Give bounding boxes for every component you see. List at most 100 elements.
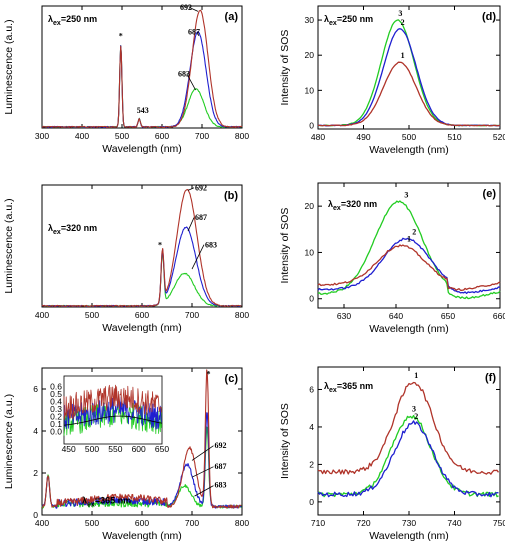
x-tick-label-c: 500 bbox=[85, 518, 99, 528]
y-tick-label-c: 2 bbox=[33, 468, 38, 478]
annotation-543-a: 543 bbox=[137, 106, 149, 115]
curve-label-e-3: 3 bbox=[404, 191, 408, 200]
y-axis-label-c: Luminescence (a.u.) bbox=[3, 394, 15, 489]
x-tick-label-c: 800 bbox=[235, 518, 249, 528]
excitation-label-c: λex=365 nm bbox=[82, 495, 131, 508]
plot-frame-a bbox=[41, 5, 243, 129]
inset-y-tick-label: 0.3 bbox=[50, 404, 62, 414]
curve-label-d-3: 3 bbox=[398, 9, 402, 18]
panel-tag-c: (c) bbox=[225, 373, 239, 385]
y-tick-label-e: 10 bbox=[305, 247, 315, 257]
excitation-label-d: λex=250 nm bbox=[324, 14, 373, 27]
x-tick-label-d: 490 bbox=[356, 132, 370, 142]
y-axis-label-a: Luminescence (a.u.) bbox=[3, 19, 15, 114]
annotation-arrow-687-b bbox=[187, 217, 195, 232]
x-tick-label-b: 400 bbox=[35, 310, 49, 320]
curve-label-e-1: 1 bbox=[407, 235, 411, 244]
x-tick-label-d: 480 bbox=[311, 132, 325, 142]
annotation-arrow-683-a bbox=[186, 73, 196, 91]
annotation-star-b: * bbox=[158, 240, 162, 249]
panel-tag-f: (f) bbox=[485, 372, 496, 384]
x-tick-label-b: 800 bbox=[235, 310, 249, 320]
x-tick-label-e: 650 bbox=[441, 311, 455, 321]
x-tick-label-f: 710 bbox=[311, 518, 325, 528]
annotation-687-c: 687 bbox=[215, 462, 227, 471]
x-tick-label-e: 660 bbox=[493, 311, 505, 321]
y-tick-label-f: 6 bbox=[309, 384, 314, 394]
spectrum-line-a-692 bbox=[42, 9, 243, 129]
x-axis-label-e: Wavelength (nm) bbox=[369, 323, 449, 335]
inset-y-tick-label: 0.5 bbox=[50, 389, 62, 399]
spectrum-line-b-683 bbox=[41, 250, 242, 308]
annotation-arrow-683-c bbox=[194, 485, 214, 497]
inset-y-tick-label: 0.0 bbox=[50, 427, 62, 437]
x-tick-label-b: 700 bbox=[185, 310, 199, 320]
inset-x-tick-label: 450 bbox=[62, 444, 76, 454]
y-tick-label-d: 30 bbox=[305, 15, 315, 25]
annotation-arrow-692-a bbox=[189, 6, 199, 12]
excitation-label-b: λex=320 nm bbox=[48, 223, 97, 236]
x-tick-label-a: 500 bbox=[115, 131, 129, 141]
x-tick-label-a: 400 bbox=[75, 131, 89, 141]
panel-tag-a: (a) bbox=[225, 11, 239, 23]
annotation-687-a: 687 bbox=[188, 27, 200, 36]
annotation-692-a: 692 bbox=[180, 3, 192, 12]
x-tick-label-c: 600 bbox=[135, 518, 149, 528]
x-axis-label-b: Wavelength (nm) bbox=[102, 322, 182, 334]
y-tick-label-f: 0 bbox=[309, 497, 314, 507]
annotation-692-b: 692 bbox=[195, 183, 207, 192]
sos-line-f-1 bbox=[317, 381, 500, 475]
y-tick-label-d: 10 bbox=[305, 85, 315, 95]
x-tick-label-f: 720 bbox=[356, 518, 370, 528]
annotation-683-c: 683 bbox=[215, 481, 227, 490]
x-tick-label-b: 600 bbox=[135, 310, 149, 320]
excitation-label-f: λex=365 nm bbox=[324, 381, 373, 394]
y-tick-label-f: 2 bbox=[309, 459, 314, 469]
inset-y-tick-label: 0.4 bbox=[50, 396, 62, 406]
x-tick-label-d: 510 bbox=[447, 132, 461, 142]
panel-tag-e: (e) bbox=[483, 188, 497, 200]
x-tick-label-f: 750 bbox=[493, 518, 505, 528]
curve-label-f-1: 1 bbox=[414, 371, 418, 380]
curve-label-d-1: 1 bbox=[401, 51, 405, 60]
panel-tag-b: (b) bbox=[224, 190, 238, 202]
y-tick-label-d: 0 bbox=[309, 120, 314, 130]
inset-x-tick-label: 500 bbox=[85, 444, 99, 454]
panel-tag-d: (d) bbox=[482, 11, 496, 23]
inset-fit-line bbox=[63, 415, 163, 426]
annotation-arrow-692-b bbox=[187, 187, 195, 191]
excitation-label-a: λex=250 nm bbox=[48, 14, 97, 27]
spectrum-line-c-692 bbox=[41, 369, 242, 509]
annotation-arrow-687-c bbox=[191, 466, 214, 478]
sos-line-f-2 bbox=[317, 420, 499, 498]
inset-x-tick-label: 600 bbox=[132, 444, 146, 454]
inset-y-tick-label: 0.1 bbox=[50, 419, 62, 429]
x-axis-label-f: Wavelength (nm) bbox=[369, 530, 449, 542]
annotation-star-c: * bbox=[207, 369, 211, 378]
y-tick-label-c: 6 bbox=[33, 384, 38, 394]
curve-label-e-2: 2 bbox=[412, 228, 416, 237]
x-axis-label-c: Wavelength (nm) bbox=[102, 530, 182, 542]
x-tick-label-f: 730 bbox=[402, 518, 416, 528]
x-tick-label-f: 740 bbox=[447, 518, 461, 528]
inset-y-tick-label: 0.2 bbox=[50, 412, 62, 422]
curve-label-f-3: 3 bbox=[412, 405, 416, 414]
x-tick-label-a: 300 bbox=[35, 131, 49, 141]
excitation-label-e: λex=320 nm bbox=[328, 199, 377, 212]
x-tick-label-c: 700 bbox=[185, 518, 199, 528]
x-axis-label-d: Wavelength (nm) bbox=[369, 144, 449, 156]
sos-line-d-1 bbox=[318, 61, 501, 127]
plot-frame-d bbox=[317, 5, 501, 130]
annotation-683-b: 683 bbox=[205, 240, 217, 249]
x-tick-label-b: 500 bbox=[85, 310, 99, 320]
y-axis-label-d: Intensity of SOS bbox=[279, 30, 291, 106]
x-tick-label-d: 520 bbox=[493, 132, 505, 142]
inset-x-tick-label: 650 bbox=[155, 444, 169, 454]
x-tick-label-a: 800 bbox=[235, 131, 249, 141]
x-tick-label-e: 630 bbox=[337, 311, 351, 321]
x-tick-label-c: 400 bbox=[35, 518, 49, 528]
plot-frame-e bbox=[317, 182, 501, 309]
y-axis-label-b: Luminescence (a.u.) bbox=[3, 198, 15, 293]
